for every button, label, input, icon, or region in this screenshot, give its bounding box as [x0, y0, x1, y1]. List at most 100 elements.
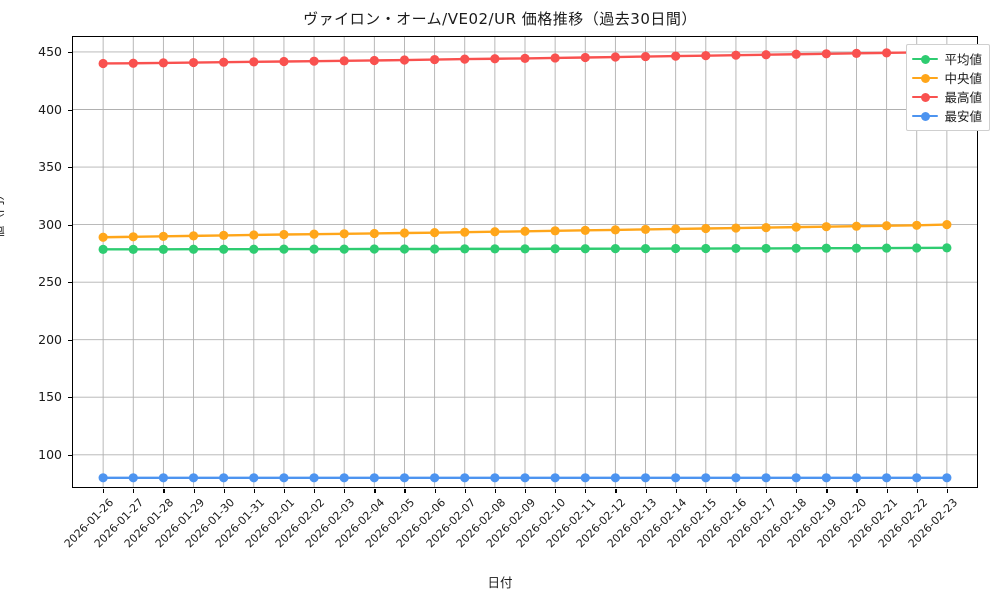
data-point	[821, 243, 831, 253]
data-point	[430, 244, 440, 254]
x-tick-mark	[163, 489, 165, 493]
x-tick-mark	[314, 489, 316, 493]
x-tick-mark	[916, 489, 918, 493]
x-tick-mark	[705, 489, 707, 493]
plot-inner	[73, 37, 977, 487]
data-point	[219, 473, 229, 483]
data-point	[128, 232, 138, 242]
data-point	[671, 51, 681, 61]
data-point	[369, 55, 379, 66]
data-point	[671, 224, 681, 234]
data-point	[98, 244, 108, 254]
data-point	[580, 244, 590, 254]
data-point	[550, 53, 560, 63]
x-tick-mark	[223, 489, 225, 493]
data-point	[731, 473, 741, 483]
data-point	[610, 225, 621, 235]
data-point	[490, 473, 500, 483]
data-point	[761, 243, 771, 254]
data-point	[640, 51, 651, 62]
data-point	[279, 244, 289, 254]
legend-label: 平均値	[944, 52, 982, 67]
data-point	[460, 54, 470, 64]
data-point	[942, 220, 952, 230]
data-point	[399, 244, 410, 254]
x-tick-mark	[796, 489, 798, 493]
data-point	[520, 473, 530, 483]
data-point	[701, 51, 711, 61]
data-point	[339, 244, 349, 254]
y-tick-label: 200	[38, 331, 62, 347]
data-point	[98, 58, 108, 69]
y-tick-label: 450	[38, 43, 62, 59]
data-point	[671, 473, 681, 483]
x-tick-mark	[735, 489, 738, 493]
data-point	[640, 473, 651, 483]
data-point	[882, 243, 892, 253]
data-point	[219, 57, 229, 67]
data-point	[821, 473, 831, 483]
data-point	[279, 229, 289, 240]
data-point	[369, 228, 379, 239]
x-tick-mark	[946, 489, 949, 493]
data-point	[369, 244, 379, 254]
data-point	[430, 54, 440, 65]
data-point	[640, 224, 651, 235]
x-tick-mark	[283, 489, 286, 493]
data-point	[339, 229, 349, 239]
series-3	[98, 473, 952, 483]
x-tick-mark	[193, 489, 195, 493]
data-point	[460, 244, 470, 254]
data-point	[912, 473, 922, 483]
data-point	[249, 230, 259, 240]
data-point	[701, 223, 711, 234]
data-point	[761, 222, 771, 233]
y-tick-label: 350	[38, 159, 62, 175]
x-tick-mark	[766, 489, 768, 493]
y-tick-label: 100	[38, 446, 62, 462]
data-point	[791, 473, 801, 483]
data-point	[580, 473, 590, 483]
data-point	[98, 473, 108, 483]
data-point	[550, 473, 560, 483]
x-tick-mark	[103, 489, 105, 493]
data-point	[279, 473, 289, 483]
data-point	[430, 228, 440, 238]
data-point	[791, 49, 801, 59]
data-point	[550, 244, 560, 254]
series-1	[98, 220, 952, 242]
legend-item-3[interactable]: 最安値	[912, 106, 982, 125]
legend-item-2[interactable]: 最高値	[912, 87, 982, 106]
data-point	[128, 473, 138, 483]
y-axis-title: 値（円）	[0, 187, 6, 238]
plot-area	[72, 36, 978, 488]
data-point	[369, 473, 379, 483]
legend-label: 最高値	[944, 90, 982, 105]
x-tick-mark	[133, 489, 135, 493]
legend-marker-icon	[912, 90, 939, 104]
x-tick-mark	[434, 489, 436, 493]
data-point	[188, 244, 199, 254]
data-point	[671, 243, 681, 254]
data-point	[731, 223, 741, 233]
legend-item-1[interactable]: 中央値	[912, 68, 982, 87]
data-point	[158, 231, 168, 241]
data-point	[249, 57, 259, 67]
data-point	[882, 221, 892, 231]
y-tick-mark	[68, 339, 72, 341]
x-tick-mark	[615, 489, 617, 493]
data-point	[640, 244, 651, 254]
chart-title: ヴァイロン・オーム/VE02/UR 価格推移（過去30日間）	[303, 10, 697, 28]
plot-svg	[73, 37, 977, 487]
series-0	[98, 243, 952, 254]
data-point	[460, 473, 470, 483]
data-point	[309, 473, 319, 483]
data-point	[490, 244, 500, 254]
data-point	[882, 473, 892, 483]
y-tick-label: 400	[38, 101, 62, 117]
data-point	[731, 50, 741, 60]
data-point	[791, 222, 801, 232]
data-point	[791, 243, 801, 253]
legend-item-0[interactable]: 平均値	[912, 49, 982, 68]
data-point	[610, 244, 621, 254]
